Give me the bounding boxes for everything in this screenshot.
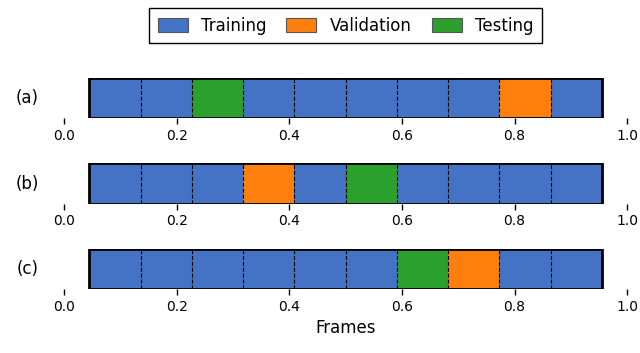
Bar — [192, 249, 243, 289]
Bar — [192, 163, 243, 204]
Y-axis label: (c): (c) — [17, 260, 39, 278]
Bar — [243, 249, 294, 289]
Bar — [499, 249, 550, 289]
Bar — [499, 163, 550, 204]
Bar — [243, 78, 294, 118]
Bar — [346, 78, 397, 118]
Bar — [141, 249, 192, 289]
Bar — [346, 163, 397, 204]
Y-axis label: (b): (b) — [15, 175, 39, 192]
Bar — [90, 163, 141, 204]
Bar — [294, 163, 346, 204]
Bar — [397, 249, 448, 289]
Bar — [294, 249, 346, 289]
Bar — [448, 249, 499, 289]
Bar — [448, 78, 499, 118]
Bar — [550, 163, 602, 204]
Legend: Training, Validation, Testing: Training, Validation, Testing — [149, 8, 542, 43]
Bar — [90, 78, 141, 118]
Bar — [550, 249, 602, 289]
Bar — [397, 78, 448, 118]
Bar — [499, 78, 550, 118]
Bar — [141, 78, 192, 118]
Bar — [346, 249, 397, 289]
Bar — [448, 163, 499, 204]
Bar — [90, 249, 141, 289]
Bar — [192, 78, 243, 118]
Bar — [397, 163, 448, 204]
Y-axis label: (a): (a) — [16, 89, 39, 107]
X-axis label: Frames: Frames — [316, 319, 376, 337]
Bar — [550, 78, 602, 118]
Bar — [141, 163, 192, 204]
Bar — [294, 78, 346, 118]
Bar — [243, 163, 294, 204]
